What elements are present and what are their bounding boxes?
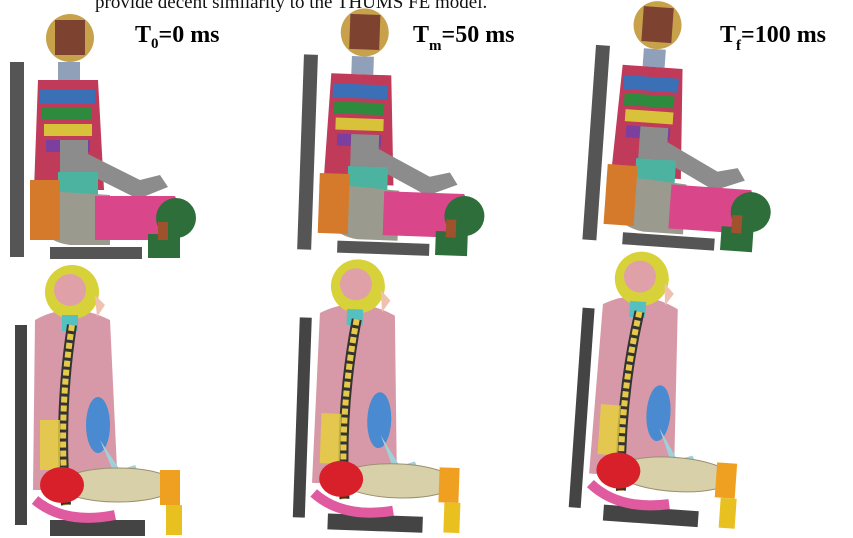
page: {"caption_fragment": "provide decent sim… [0,0,853,538]
label-symbol: T [720,22,736,48]
panel [10,14,196,536]
panel-label: Tf=100 ms [720,22,826,54]
label-value: =0 ms [159,22,220,48]
label-subscript: m [429,38,442,54]
label-symbol: T [135,22,151,48]
label-subscript: 0 [151,36,159,52]
label-value: =50 ms [442,22,515,48]
panel-label: T0=0 ms [135,22,220,52]
figure: provide decent similarity to the THUMS F… [0,0,853,538]
caption-fragment: provide decent similarity to the THUMS F… [95,0,487,13]
panel [563,0,785,531]
label-value: =100 ms [741,22,826,48]
panel [287,6,491,534]
panel-label: Tm=50 ms [413,22,515,54]
label-symbol: T [413,22,429,48]
